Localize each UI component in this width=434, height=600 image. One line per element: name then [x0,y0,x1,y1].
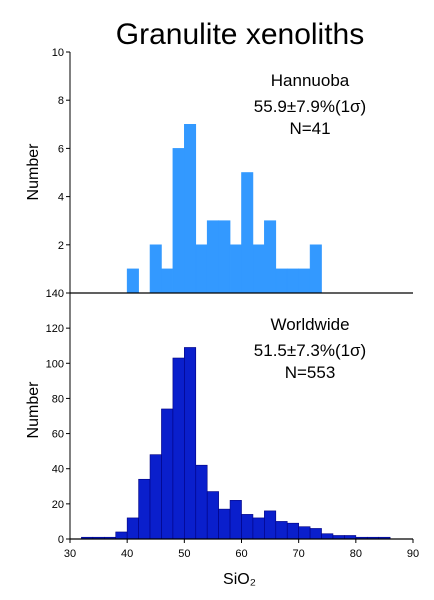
histogram-bar [126,517,139,540]
histogram-bar [321,533,334,540]
histogram-bar [264,220,277,294]
histogram-bar [195,464,208,540]
panel-annotation: N=553 [285,363,336,382]
histogram-bar [115,531,128,540]
y-tick-label: 80 [52,393,64,405]
y-tick-label: 8 [58,95,64,107]
histogram-bar [252,517,265,540]
y-axis-label: Number [25,381,42,439]
histogram-bar [172,148,185,294]
histogram-bar [229,500,242,540]
x-tick-label: 50 [178,548,190,560]
top-panel: 2 4 6 8 10 Number Hannuoba 55.9±7.9%(1σ) N=41 [25,47,413,294]
histogram-bar [172,357,185,540]
histogram-bar [206,220,219,294]
histogram-bar [229,244,242,294]
panel-annotation: Hannuoba [271,71,350,90]
histogram-bar [149,454,162,540]
x-tick-label: 60 [235,548,247,560]
histogram-bar [206,491,219,540]
x-tick-label: 80 [350,548,362,560]
y-tick-label: 40 [52,464,64,476]
histogram-bar [275,521,288,540]
histogram-bar [241,172,254,294]
figure-title: Granulite xenoliths [116,18,364,51]
y-tick-label: 4 [58,192,64,204]
histogram-bar [286,268,299,294]
x-tick-label: 90 [407,548,419,560]
histogram-bar [309,244,322,294]
y-axis-label: Number [25,143,42,201]
panel-annotation: Worldwide [270,315,349,334]
x-tick-label: 40 [121,548,133,560]
histogram-bar [298,268,311,294]
histogram-bar [252,244,265,294]
y-tick-label: 10 [52,47,64,59]
y-tick-label: 120 [46,323,64,335]
y-tick-label: 6 [58,143,64,155]
y-tick-label: 140 [46,288,64,300]
y-tick-label: 60 [52,429,64,441]
histogram-bar [241,514,254,540]
histogram-bar [184,347,197,540]
y-tick-label: 20 [52,499,64,511]
histogram-bar [309,528,322,540]
x-tick-label: 70 [293,548,305,560]
histogram-bar [161,268,174,294]
x-axis-label: SiO₂ [223,571,256,588]
histogram-bar [195,244,208,294]
histogram-bar [264,510,277,540]
histogram-bar [138,478,151,540]
histogram-bar [218,508,231,540]
histogram-bar [298,526,311,540]
y-tick-label: 100 [46,358,64,370]
histogram-bar [286,522,299,540]
histogram-bar [126,268,139,294]
panel-annotation: N=41 [289,119,330,138]
x-tick-label: 30 [64,548,76,560]
panel-annotation: 51.5±7.3%(1σ) [254,341,366,360]
histogram-bar [218,220,231,294]
histogram-bar [275,268,288,294]
y-tick-label: 0 [58,534,64,546]
histogram-bar [161,408,174,540]
histogram-bar [184,124,197,294]
histogram-bar [149,244,162,294]
y-tick-label: 2 [58,240,64,252]
bottom-panel: 0 20 40 60 80 100 120 140 30 40 50 60 70 80 90 Number Si… [25,288,419,588]
panel-annotation: 55.9±7.9%(1σ) [254,97,366,116]
